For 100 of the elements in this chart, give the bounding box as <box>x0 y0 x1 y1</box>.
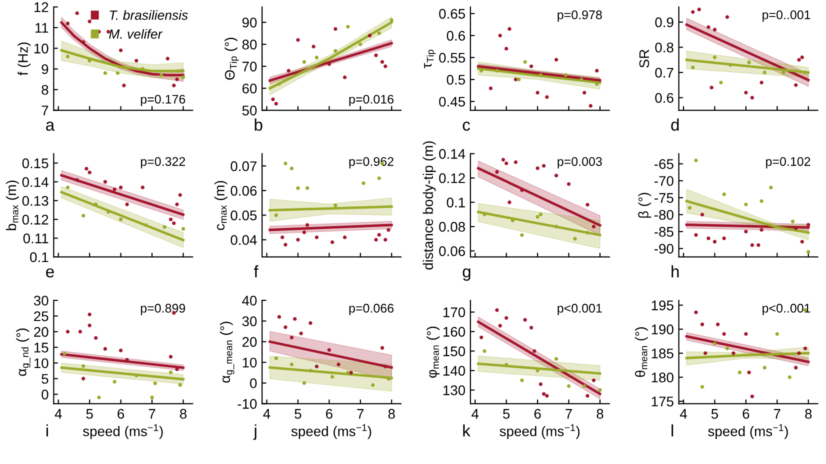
point <box>595 68 599 73</box>
annotation: p=0.066 <box>349 304 394 316</box>
point <box>168 218 173 222</box>
point <box>380 346 384 350</box>
point <box>504 162 508 166</box>
annotation: p=0.003 <box>558 157 602 168</box>
point <box>697 8 701 12</box>
annotation: p=0.962 <box>349 157 394 168</box>
y-tick-label: 0.12 <box>439 173 465 184</box>
y-tick-label: 0.05 <box>230 210 257 220</box>
y-tick-label: 0.1 <box>446 198 465 208</box>
point <box>299 332 303 336</box>
point <box>803 70 808 74</box>
point <box>346 24 350 29</box>
y-tick-label: 185 <box>652 348 674 358</box>
y-tick-label: 0.15 <box>22 158 48 168</box>
y-tick-label: 0.06 <box>230 186 257 196</box>
y-tick-label: 25 <box>34 311 48 322</box>
point <box>794 83 798 87</box>
point <box>586 230 590 235</box>
y-tick-label: 175 <box>652 396 674 406</box>
point <box>94 336 98 340</box>
x-axis-title: speed (ms$^{−1}$) <box>291 424 372 439</box>
point <box>342 75 347 80</box>
point <box>118 186 123 190</box>
y-tick-label: 150 <box>443 346 466 356</box>
point <box>290 336 294 340</box>
point <box>788 375 792 380</box>
y-axis-title: φ$_{mean}$ (°) <box>426 326 440 378</box>
annotation: p<0.001 <box>558 304 602 316</box>
point <box>744 332 748 336</box>
y-axis-title: θ$_{mean}$ (°) <box>634 327 648 377</box>
point <box>66 54 70 58</box>
point <box>762 70 767 74</box>
point <box>586 394 590 398</box>
point <box>582 90 586 95</box>
x-tick-label: 5 <box>294 409 302 419</box>
y-tick-label: 130 <box>443 385 466 396</box>
point <box>284 242 288 247</box>
point <box>305 186 310 190</box>
y-tick-label: 11 <box>35 23 48 33</box>
point <box>691 66 695 70</box>
point <box>82 214 86 218</box>
point <box>529 64 534 68</box>
point <box>314 56 319 60</box>
point <box>302 381 306 385</box>
point <box>725 15 730 19</box>
y-axis-title: SR <box>639 50 650 68</box>
y-tick-label: 80 <box>242 40 257 50</box>
point <box>122 84 126 88</box>
y-tick-label: 0.6 <box>446 30 465 41</box>
point <box>82 364 86 368</box>
text: e <box>46 268 54 278</box>
point <box>482 349 486 353</box>
point <box>532 349 536 353</box>
y-tick-label: 30 <box>242 316 257 326</box>
point <box>806 250 810 254</box>
point <box>744 230 748 234</box>
y-axis-title: α$_{g_mean}$ (°) <box>220 322 234 383</box>
y-tick-label: 0.65 <box>439 8 466 19</box>
x-tick-label: 8 <box>596 408 604 419</box>
y-tick-label: 0.07 <box>230 161 257 172</box>
point <box>700 385 704 389</box>
point <box>293 317 297 321</box>
point <box>88 324 92 328</box>
text: f <box>254 265 258 278</box>
point <box>162 225 166 229</box>
point <box>150 396 154 400</box>
point <box>694 233 698 237</box>
point <box>598 388 602 392</box>
point <box>762 366 767 370</box>
point <box>377 233 381 237</box>
point <box>750 96 754 100</box>
x-tick-label: 4 <box>54 409 62 419</box>
text: j <box>253 424 256 440</box>
y-tick-label: -70 <box>654 176 674 186</box>
annotation: p=0.978 <box>558 10 602 22</box>
point <box>175 202 179 206</box>
point <box>554 357 558 361</box>
point <box>712 240 717 244</box>
x-tick-label: 7 <box>774 409 780 419</box>
y-tick-label: 0.5 <box>446 74 466 85</box>
point <box>181 75 186 80</box>
y-tick-label: 170 <box>443 307 466 318</box>
point <box>377 176 381 180</box>
y-tick-label: -10 <box>238 399 257 409</box>
point <box>750 394 754 398</box>
text: c <box>462 122 470 131</box>
point <box>314 364 319 368</box>
point <box>277 82 282 86</box>
point <box>334 203 338 208</box>
point <box>290 362 294 366</box>
point <box>112 380 116 384</box>
point <box>688 206 692 210</box>
point <box>504 46 508 51</box>
point <box>588 104 592 108</box>
point <box>504 316 508 320</box>
point <box>112 188 116 192</box>
y-tick-label: 8 <box>42 84 48 95</box>
point <box>342 235 347 240</box>
